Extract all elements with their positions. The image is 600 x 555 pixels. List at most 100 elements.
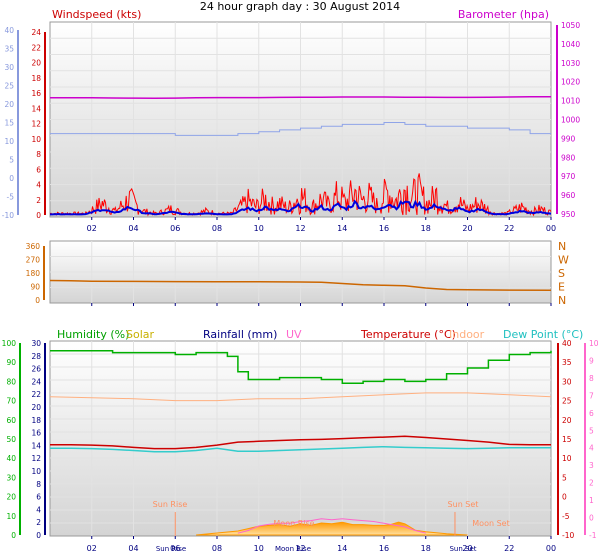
humidity-label: Humidity (%): [57, 328, 129, 341]
moon-rise-bottom-label: Moon Rise: [275, 545, 311, 553]
rain-axis-tick-label: 6: [36, 493, 41, 502]
wind-blue-axis-tick-label: -10: [2, 211, 14, 220]
wind-red-axis-tick-label: 0: [36, 211, 41, 220]
temperature-line: [50, 435, 551, 450]
sun-set-annotation: Sun Set: [448, 500, 479, 509]
wind-red-axis-tick-label: 6: [36, 165, 41, 174]
wind-red-axis-tick-label: 20: [31, 59, 41, 68]
uv-axis-tick-label: 9: [589, 356, 594, 365]
temperature-label: Temperature (°C): [360, 328, 456, 341]
rain-axis-tick-label: 24: [31, 377, 41, 386]
x-tick-label: 10: [254, 224, 264, 233]
rain-axis-tick-label: 10: [31, 467, 41, 476]
x-tick-label: 16: [379, 544, 389, 553]
uv-axis-tick-label: 3: [589, 461, 594, 470]
temp-axis-tick-label: 0: [562, 493, 567, 502]
wind-blue-axis-tick-label: -5: [7, 193, 15, 202]
rain-axis-tick-label: 8: [36, 480, 41, 489]
wind-blue-axis-tick-label: 20: [4, 100, 14, 109]
x-tick-label: 10: [254, 544, 264, 553]
dewpoint-label: Dew Point (°C): [503, 328, 583, 341]
uv-axis-tick-label: 7: [589, 391, 594, 400]
temp-axis-tick-label: 40: [562, 339, 572, 348]
baro-axis-tick-label: 960: [561, 191, 576, 200]
chart-title: 24 hour graph day : 30 August 2014: [200, 0, 400, 13]
baro-axis-tick-label: 980: [561, 153, 576, 162]
x-tick-label: 00: [546, 224, 556, 233]
temp-humidity-panel: 02 04 06 08 10 12 14 16 18 20 22 001009080706050403…: [2, 339, 599, 553]
wind-direction-line: [49, 279, 552, 292]
x-tick-label: 20: [462, 544, 472, 553]
x-tick-label: 02: [87, 544, 97, 553]
wind-blue-axis-tick-label: 0: [9, 174, 14, 183]
wind-red-axis-tick-label: 4: [36, 181, 41, 190]
uv-axis-tick-label: 4: [589, 444, 594, 453]
uv-axis-tick-label: 8: [589, 374, 594, 383]
uv-axis-tick-label: 6: [589, 409, 594, 418]
x-tick-label: 18: [421, 224, 431, 233]
humidity-axis-tick-label: 90: [6, 358, 16, 367]
dir-right-tick-label: N: [558, 294, 566, 307]
x-tick-label: 22: [504, 544, 514, 553]
temp-axis-tick-label: 10: [562, 454, 572, 463]
sun-set-bottom-label: Sun Set: [449, 545, 476, 553]
wind-red-axis-tick-label: 8: [36, 150, 41, 159]
dir-left-axis-tick-label: 360: [26, 242, 41, 251]
rain-axis-tick-label: 2: [36, 518, 41, 527]
rain-axis-tick-label: 30: [31, 339, 41, 348]
temp-axis-tick-label: 5: [562, 473, 567, 482]
wind-average-line: [50, 199, 552, 216]
x-tick-label: 14: [337, 544, 347, 553]
wind-red-axis-tick-label: 10: [31, 135, 41, 144]
wind-red-axis-tick-label: 14: [31, 104, 41, 113]
humidity-axis-tick-label: 10: [6, 512, 16, 521]
rain-axis-tick-label: 22: [31, 390, 41, 399]
x-tick-label: 14: [337, 224, 347, 233]
dir-left-axis-tick-label: 90: [30, 283, 40, 292]
baro-axis-tick-label: 1040: [561, 40, 580, 49]
rain-axis-tick-label: 20: [31, 403, 41, 412]
humidity-axis-tick-label: 80: [6, 377, 16, 386]
wind-blue-axis-tick-label: 25: [4, 82, 14, 91]
humidity-axis-tick-label: 20: [6, 493, 16, 502]
moon-rise-annotation: Moon Rise: [273, 519, 314, 528]
humidity-axis-tick-label: 100: [2, 339, 17, 348]
rain-axis-tick-label: 28: [31, 352, 41, 361]
wind-blue-axis-tick-label: 30: [4, 63, 14, 72]
dir-left-axis-tick-label: 180: [26, 269, 41, 278]
baro-axis-tick-label: 1000: [561, 116, 580, 125]
x-tick-label: 08: [212, 544, 222, 553]
wind-blue-axis-tick-label: 15: [4, 119, 14, 128]
humidity-axis-tick-label: 60: [6, 416, 16, 425]
sun-rise-annotation: Sun Rise: [153, 500, 188, 509]
baro-axis-tick-label: 950: [561, 210, 576, 219]
baro-axis-tick-label: 1050: [561, 21, 580, 30]
rain-axis-tick-label: 4: [36, 505, 41, 514]
rain-axis-tick-label: 18: [31, 416, 41, 425]
dir-right-tick-label: S: [558, 267, 565, 280]
rainfall-label: Rainfall (mm): [203, 328, 277, 341]
humidity-axis-tick-label: 30: [6, 473, 16, 482]
uv-axis-tick-label: 10: [589, 339, 599, 348]
sun-rise-bottom-label: Sun Rise: [156, 545, 186, 553]
wind-blue-axis-tick-label: 35: [4, 45, 14, 54]
rain-axis-tick-label: 12: [31, 454, 41, 463]
solar-label: Solar: [126, 328, 155, 341]
dir-left-axis-tick-label: 270: [26, 256, 41, 265]
uv-axis-tick-label: 2: [589, 479, 594, 488]
temp-axis-tick-label: 30: [562, 377, 572, 386]
x-tick-label: 20: [462, 224, 472, 233]
dewpoint-line: [50, 445, 551, 453]
humidity-axis-tick-label: 0: [11, 531, 16, 540]
windspeed-axis-label: Windspeed (kts): [52, 8, 141, 21]
x-tick-label: 02: [87, 224, 97, 233]
wind-pressure-panel: 02 04 06 08 10 12 14 16 18 20 22 004035302520151050…: [2, 21, 581, 233]
x-tick-label: 16: [379, 224, 389, 233]
baro-axis-tick-label: 1020: [561, 78, 580, 87]
temp-axis-tick-label: -5: [562, 512, 570, 521]
x-tick-label: 12: [295, 544, 305, 553]
x-tick-label: 06: [170, 224, 180, 233]
indoor-line: [49, 392, 552, 402]
